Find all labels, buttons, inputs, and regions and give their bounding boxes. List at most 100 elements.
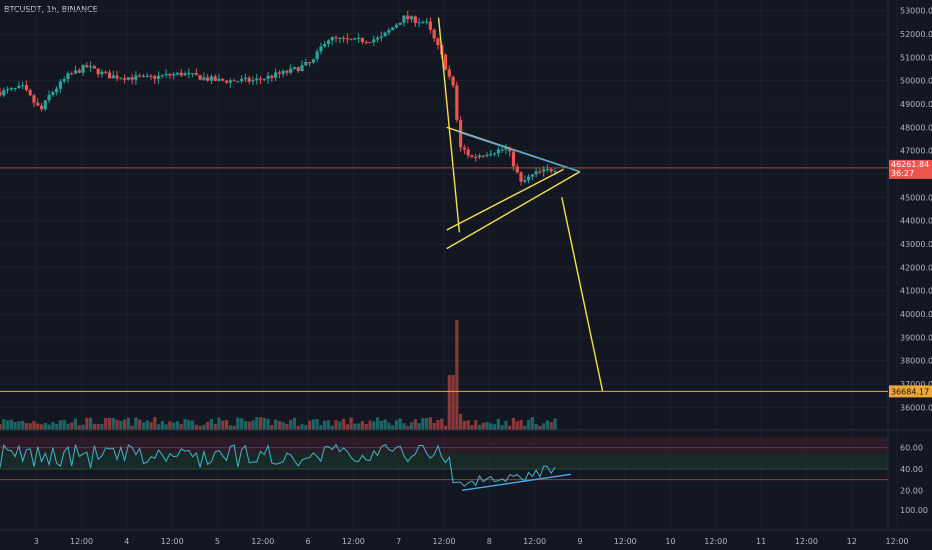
- candle-body: [240, 78, 244, 82]
- volume-bar: [28, 423, 32, 430]
- volume-bar: [281, 422, 285, 430]
- candle-body: [323, 44, 327, 47]
- volume-bar: [24, 422, 29, 430]
- target-price-tag: [889, 385, 932, 398]
- candle-body: [81, 65, 85, 73]
- volume-bar: [443, 425, 448, 430]
- volume-bar: [138, 419, 142, 430]
- volume-bar: [311, 419, 315, 430]
- candle-body: [175, 72, 180, 75]
- volume-bar: [387, 422, 391, 430]
- volume-bar: [425, 418, 429, 430]
- y-tick-label: 42000.00: [900, 263, 932, 272]
- candle-body: [549, 169, 553, 172]
- candle-body: [228, 80, 232, 83]
- candle-body: [130, 77, 134, 80]
- volume-bar: [172, 422, 176, 430]
- candle-body: [187, 73, 191, 75]
- volume-bar: [330, 425, 334, 430]
- volume-bar: [251, 420, 255, 430]
- candle-body: [39, 105, 44, 110]
- candle-body: [504, 147, 508, 150]
- volume-bar: [156, 424, 161, 430]
- y-tick-label: 37000.00: [900, 380, 932, 389]
- candle-body: [485, 155, 489, 157]
- y-tick-label: 39000.00: [900, 333, 932, 342]
- volume-bar: [455, 320, 459, 430]
- candle-body: [519, 172, 523, 182]
- candle-body: [387, 30, 391, 33]
- volume-bar: [500, 424, 504, 430]
- volume-bar: [104, 417, 108, 430]
- candle-body: [349, 39, 353, 41]
- candle-body: [217, 78, 221, 81]
- candle-body: [489, 154, 493, 156]
- volume-bar: [164, 424, 168, 430]
- candle-body: [96, 68, 100, 75]
- candle-body: [364, 42, 368, 44]
- pattern-line: [561, 197, 604, 392]
- candle-body: [55, 88, 59, 93]
- candle-body: [375, 37, 380, 40]
- candle-body: [315, 51, 319, 60]
- y-tick-label: 36000.00: [900, 403, 932, 412]
- y-tick-label: 52000.00: [900, 30, 932, 39]
- candle-body: [73, 70, 78, 74]
- candle-body: [319, 46, 323, 52]
- volume-bar: [32, 420, 36, 430]
- candle-body: [372, 39, 376, 43]
- candle-body: [481, 155, 485, 157]
- volume-bar: [202, 424, 206, 430]
- volume-bars: [0, 320, 557, 430]
- volume-bar: [428, 417, 433, 430]
- candle-body: [428, 21, 433, 30]
- candle-body: [2, 90, 6, 96]
- y-tick-label: 44000.00: [900, 217, 932, 226]
- volume-bar: [111, 417, 115, 430]
- candle-body: [28, 90, 32, 96]
- candle-body: [141, 75, 146, 77]
- volume-bar: [364, 423, 368, 430]
- pattern-annotations: [437, 17, 604, 392]
- candle-body: [70, 73, 74, 75]
- volume-bar: [51, 422, 55, 430]
- volume-bar: [232, 425, 236, 430]
- volume-bar: [77, 425, 81, 430]
- volume-bar: [496, 418, 500, 430]
- candle-body: [194, 73, 198, 76]
- volume-bar: [194, 424, 198, 430]
- volume-bar: [402, 423, 406, 430]
- volume-bar: [277, 420, 281, 430]
- volume-bar: [406, 425, 410, 430]
- candle-body: [334, 37, 338, 39]
- candle-body: [379, 36, 383, 38]
- volume-bar: [323, 420, 327, 430]
- candle-body: [5, 89, 10, 91]
- candle-body: [224, 80, 229, 83]
- candle-body: [77, 70, 81, 73]
- y-tick-label: 53000.00: [900, 7, 932, 16]
- candle-body: [258, 78, 263, 80]
- volume-bar: [240, 418, 244, 430]
- candle-body: [43, 100, 47, 110]
- candle-body: [459, 119, 463, 148]
- candle-body: [62, 79, 66, 82]
- x-tick-label: 12:00: [614, 537, 637, 546]
- candle-body: [307, 62, 312, 64]
- x-tick-label: 12:00: [251, 537, 274, 546]
- volume-bar: [21, 420, 25, 430]
- rsi-tick-label: 40.00: [900, 465, 923, 474]
- candle-body: [21, 85, 25, 87]
- volume-bar: [398, 418, 402, 430]
- candle-body: [398, 22, 402, 25]
- volume-bar: [519, 419, 523, 430]
- volume-bar: [100, 423, 104, 430]
- x-tick-label: 12:00: [523, 537, 546, 546]
- candle-body: [345, 38, 349, 40]
- candle-body: [9, 88, 13, 90]
- candle-body: [530, 174, 534, 177]
- candle-body: [213, 76, 217, 81]
- volume-bar: [345, 424, 349, 430]
- candle-body: [126, 77, 130, 80]
